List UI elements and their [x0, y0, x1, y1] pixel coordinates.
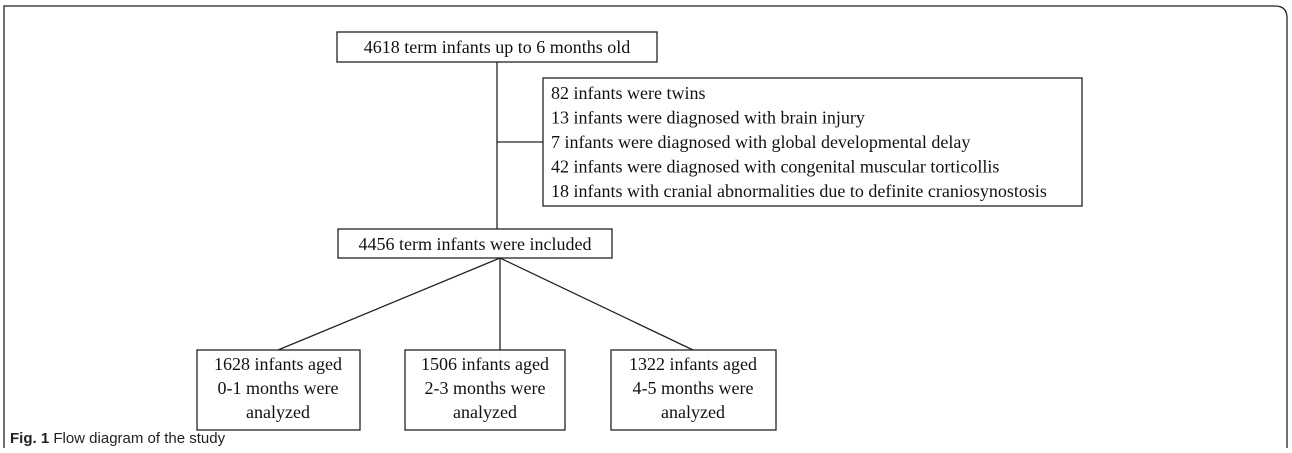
node-text: 42 infants were diagnosed with congenita…: [551, 157, 999, 177]
node-box: [196, 349, 361, 431]
node-text: 1322 infants aged: [629, 354, 757, 374]
node-text: 18 infants with cranial abnormalities du…: [551, 181, 1047, 201]
node-text: 4618 term infants up to 6 months old: [364, 37, 630, 57]
node-text: 1506 infants aged: [421, 354, 549, 374]
caption-text: Flow diagram of the study: [53, 430, 225, 447]
node-text: 82 infants were twins: [551, 83, 705, 103]
node-texts: 4618 term infants up to 6 months old 82 i…: [214, 37, 1047, 422]
node-text: analyzed: [453, 402, 517, 422]
node-text: 0-1 months were: [218, 378, 339, 398]
caption-label: Fig. 1: [10, 430, 49, 447]
node-box: [337, 228, 613, 259]
connector: [499, 257, 694, 351]
connector: [277, 257, 501, 351]
node-text: analyzed: [246, 402, 310, 422]
node-text: 13 infants were diagnosed with brain inj…: [551, 108, 865, 128]
node-box: [542, 77, 1083, 207]
node-text: analyzed: [661, 402, 725, 422]
node-text: 2-3 months were: [425, 378, 546, 398]
caption: Fig. 1 Flow diagram of the study: [10, 430, 226, 447]
frame: [3, 5, 1288, 448]
node-text: 1628 infants aged: [214, 354, 342, 374]
node-box: [336, 31, 658, 63]
node-text: 4456 term infants were included: [359, 234, 592, 254]
node-text: 7 infants were diagnosed with global dev…: [551, 132, 970, 152]
node-box: [404, 349, 566, 431]
node-text: 4-5 months were: [633, 378, 754, 398]
node-box: [610, 349, 777, 431]
